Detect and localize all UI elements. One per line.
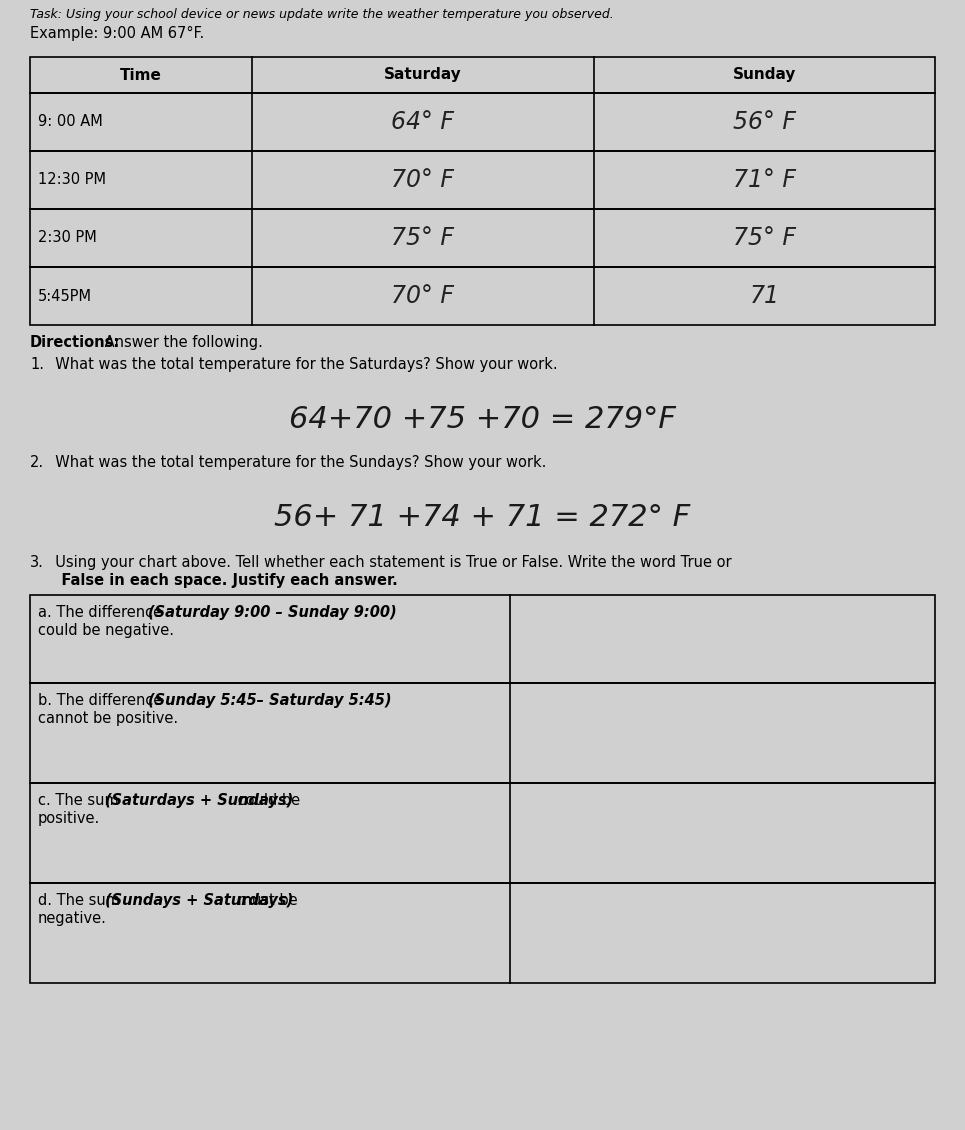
Text: Saturday: Saturday <box>384 68 461 82</box>
Text: 5:45PM: 5:45PM <box>38 288 92 304</box>
Text: 64+70 +75 +70 = 279°F: 64+70 +75 +70 = 279°F <box>290 405 676 434</box>
Text: could be negative.: could be negative. <box>38 623 174 638</box>
Text: (Saturday 9:00 – Sunday 9:00): (Saturday 9:00 – Sunday 9:00) <box>148 605 397 620</box>
Text: 2.: 2. <box>30 455 44 470</box>
Text: 75° F: 75° F <box>391 226 455 250</box>
Text: a. The difference: a. The difference <box>38 605 167 620</box>
Text: cannot be positive.: cannot be positive. <box>38 711 179 725</box>
Text: False in each space. Justify each answer.: False in each space. Justify each answer… <box>46 573 398 588</box>
Text: 12:30 PM: 12:30 PM <box>38 173 106 188</box>
Text: positive.: positive. <box>38 811 100 826</box>
Bar <box>30 883 935 983</box>
Text: 56° F: 56° F <box>732 110 796 134</box>
Bar <box>30 151 935 209</box>
Bar <box>30 93 935 151</box>
Bar <box>30 683 935 783</box>
Text: b. The difference: b. The difference <box>38 693 167 709</box>
Text: Example: 9:00 AM 67°F.: Example: 9:00 AM 67°F. <box>30 26 205 41</box>
Text: 3.: 3. <box>30 555 43 570</box>
Text: 71: 71 <box>750 284 780 308</box>
Text: Directions:: Directions: <box>30 334 121 350</box>
Text: 9: 00 AM: 9: 00 AM <box>38 114 102 130</box>
Text: Answer the following.: Answer the following. <box>100 334 262 350</box>
Text: What was the total temperature for the Saturdays? Show your work.: What was the total temperature for the S… <box>46 357 558 372</box>
Text: 64° F: 64° F <box>391 110 455 134</box>
Text: What was the total temperature for the Sundays? Show your work.: What was the total temperature for the S… <box>46 455 546 470</box>
Text: (Sundays + Saturdays): (Sundays + Saturdays) <box>105 893 293 909</box>
Text: Sunday: Sunday <box>732 68 796 82</box>
Text: (Sunday 5:45– Saturday 5:45): (Sunday 5:45– Saturday 5:45) <box>148 693 391 709</box>
Text: Time: Time <box>120 68 162 82</box>
Text: Task: Using your school device or news update write the weather temperature you : Task: Using your school device or news u… <box>30 8 614 21</box>
Bar <box>30 267 935 325</box>
Text: Using your chart above. Tell whether each statement is True or False. Write the : Using your chart above. Tell whether eac… <box>46 555 731 570</box>
Text: 56+ 71 +74 + 71 = 272° F: 56+ 71 +74 + 71 = 272° F <box>274 503 691 532</box>
Text: could be: could be <box>234 793 300 808</box>
Text: 2:30 PM: 2:30 PM <box>38 231 96 245</box>
Text: 70° F: 70° F <box>391 168 455 192</box>
Text: 71° F: 71° F <box>732 168 796 192</box>
Text: d. The sum: d. The sum <box>38 893 124 909</box>
Text: c. The sum: c. The sum <box>38 793 124 808</box>
Text: 70° F: 70° F <box>391 284 455 308</box>
Bar <box>30 56 935 93</box>
Bar <box>30 209 935 267</box>
Bar <box>30 596 935 683</box>
Text: 1.: 1. <box>30 357 44 372</box>
Text: negative.: negative. <box>38 911 107 925</box>
Text: (Saturdays + Sundays): (Saturdays + Sundays) <box>105 793 293 808</box>
Text: 75° F: 75° F <box>732 226 796 250</box>
Text: must be: must be <box>234 893 298 909</box>
Bar <box>30 783 935 883</box>
